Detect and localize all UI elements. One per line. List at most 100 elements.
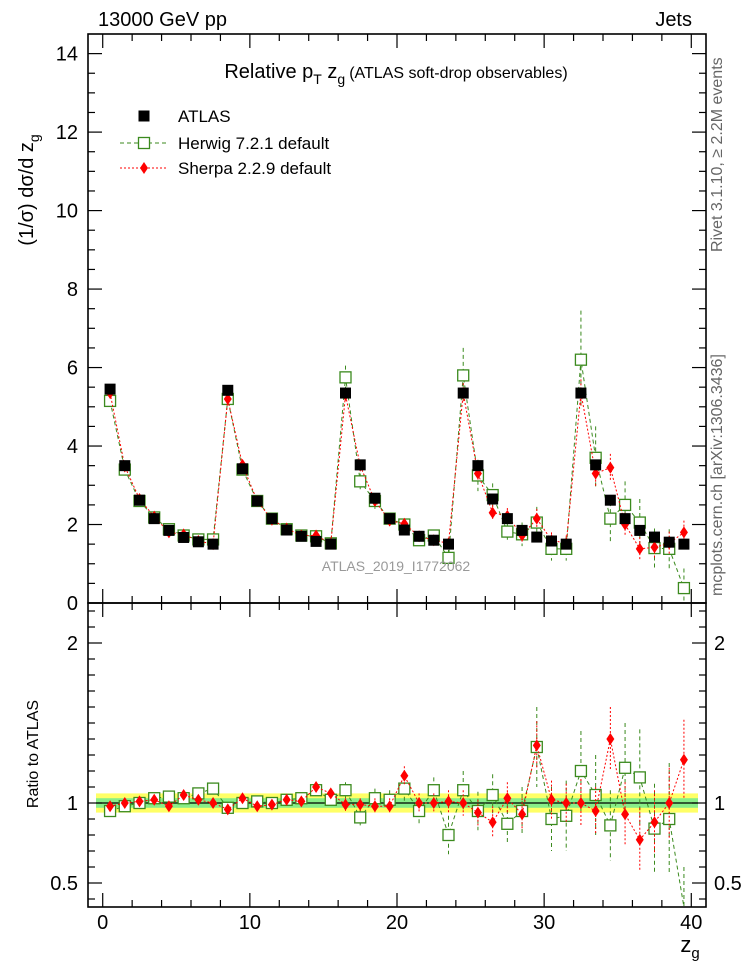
ratio-sherpa-point bbox=[120, 797, 129, 809]
ratio-sherpa-point bbox=[532, 739, 541, 752]
main-axes: 0 2 4 6 8 10 12 14 bbox=[56, 34, 706, 615]
xtick-label: 20 bbox=[386, 912, 408, 934]
header-left: 13000 GeV pp bbox=[98, 9, 227, 31]
atlas-point bbox=[178, 531, 190, 543]
ratio-ytick-label-right: 2 bbox=[714, 633, 725, 655]
atlas-point bbox=[443, 538, 454, 550]
ratio-ylabel: Ratio to ATLAS bbox=[25, 700, 42, 808]
atlas-point bbox=[413, 530, 425, 542]
ratio-sherpa-point bbox=[356, 798, 365, 811]
legend-entry-atlas: ATLAS bbox=[138, 107, 231, 126]
ratio-sherpa-point bbox=[665, 797, 674, 809]
atlas-point bbox=[649, 531, 660, 543]
main-ytick-label: 10 bbox=[56, 201, 78, 223]
atlas-point bbox=[472, 460, 484, 472]
herwig-point bbox=[442, 551, 455, 565]
atlas-point bbox=[546, 535, 557, 547]
ratio-ytick-label: 0.5 bbox=[50, 873, 78, 895]
ratio-sherpa-point bbox=[444, 795, 453, 808]
main-ytick-label: 2 bbox=[67, 515, 78, 537]
atlas-point bbox=[590, 459, 602, 471]
ratio-sherpa-point bbox=[576, 797, 585, 809]
main-ytick-label: 6 bbox=[67, 358, 78, 380]
atlas-point bbox=[192, 536, 204, 548]
atlas-point bbox=[384, 513, 396, 525]
ratio-herwig-point bbox=[663, 812, 676, 826]
atlas-point bbox=[560, 538, 572, 550]
atlas-point bbox=[281, 524, 293, 536]
herwig-point bbox=[354, 475, 367, 488]
rivet-label: Rivet 3.1.10, ≥ 2.2M events bbox=[709, 57, 726, 252]
ratio-sherpa-point bbox=[429, 797, 438, 809]
ratio-herwig-point bbox=[206, 782, 220, 795]
ratio-herwig-point bbox=[354, 811, 367, 824]
ratio-sherpa-point bbox=[106, 800, 115, 813]
atlas-point bbox=[604, 494, 616, 506]
atlas-point bbox=[678, 538, 690, 550]
xtick-label: 0 bbox=[97, 912, 108, 934]
atlas-point bbox=[354, 459, 366, 471]
ratio-sherpa-point bbox=[547, 793, 556, 806]
atlas-point bbox=[237, 463, 248, 475]
atlas-point bbox=[266, 513, 278, 525]
ratio-sherpa-point bbox=[488, 816, 497, 829]
ratio-sherpa-point bbox=[473, 806, 482, 819]
legend: ATLAS Herwig 7.2.1 default Sherpa 2.2.9 de… bbox=[120, 107, 331, 178]
ratio-sherpa-point bbox=[518, 808, 527, 821]
ratio-sherpa-point bbox=[621, 808, 630, 821]
ratio-sherpa-point bbox=[650, 816, 659, 829]
title-sub2: g bbox=[337, 71, 345, 87]
atlas-point bbox=[207, 538, 219, 550]
atlas-point bbox=[575, 387, 587, 399]
ratio-sherpa-point bbox=[385, 800, 394, 813]
ratio-ytick-label-right: 0.5 bbox=[714, 873, 742, 895]
atlas-series bbox=[104, 383, 690, 550]
ratio-sherpa-point bbox=[326, 787, 335, 800]
ratio-ytick-label: 1 bbox=[67, 793, 78, 815]
ratio-ytick-label: 2 bbox=[67, 633, 78, 655]
header-right: Jets bbox=[655, 9, 692, 31]
xtick-label: 10 bbox=[239, 912, 261, 934]
legend-label: Sherpa 2.2.9 default bbox=[178, 159, 331, 178]
ratio-herwig-point bbox=[339, 784, 352, 797]
ratio-sherpa-point bbox=[238, 792, 247, 805]
atlas-point bbox=[619, 513, 631, 525]
ratio-axes: 0.5 0.51 12 20 10 20 30 40 bbox=[50, 603, 742, 934]
atlas-point bbox=[428, 534, 440, 546]
main-panel: ATLAS_2019_I1772062 Relative pT zg (ATLAS… bbox=[16, 33, 707, 615]
atlas-point bbox=[148, 513, 160, 525]
legend-marker bbox=[138, 110, 150, 122]
ratio-sherpa-point bbox=[562, 797, 571, 809]
ratio-sherpa-point bbox=[415, 797, 424, 809]
main-ytick-label: 0 bbox=[67, 593, 78, 615]
ratio-sherpa-point bbox=[606, 733, 615, 745]
ratio-sherpa-point bbox=[267, 798, 276, 811]
atlas-point bbox=[119, 460, 131, 472]
atlas-point bbox=[295, 530, 307, 542]
main-data-layer bbox=[103, 310, 691, 603]
ratio-herwig-line bbox=[109, 746, 685, 908]
ratio-herwig-point bbox=[574, 764, 588, 778]
atlas-point bbox=[310, 535, 322, 547]
atlas-point bbox=[663, 536, 675, 548]
title-sub1: T bbox=[313, 71, 322, 87]
atlas-point bbox=[340, 387, 351, 399]
legend-marker bbox=[140, 162, 148, 174]
atlas-point bbox=[398, 524, 410, 536]
sherpa-point bbox=[635, 542, 644, 555]
legend-marker bbox=[137, 136, 151, 150]
herwig-line bbox=[109, 359, 685, 589]
main-title: Relative pT zg (ATLAS soft-drop observabl… bbox=[224, 61, 567, 87]
ratio-sherpa-point bbox=[179, 789, 188, 801]
sherpa-point bbox=[532, 512, 541, 525]
atlas-point bbox=[163, 524, 175, 536]
ratio-herwig-point bbox=[486, 788, 499, 802]
herwig-point bbox=[574, 353, 588, 366]
sherpa-point bbox=[606, 461, 615, 474]
ratio-sherpa-point bbox=[135, 795, 144, 808]
analysis-watermark: ATLAS_2019_I1772062 bbox=[322, 558, 471, 574]
sherpa-line bbox=[109, 392, 685, 550]
herwig-point bbox=[339, 371, 352, 384]
atlas-point bbox=[369, 492, 381, 504]
